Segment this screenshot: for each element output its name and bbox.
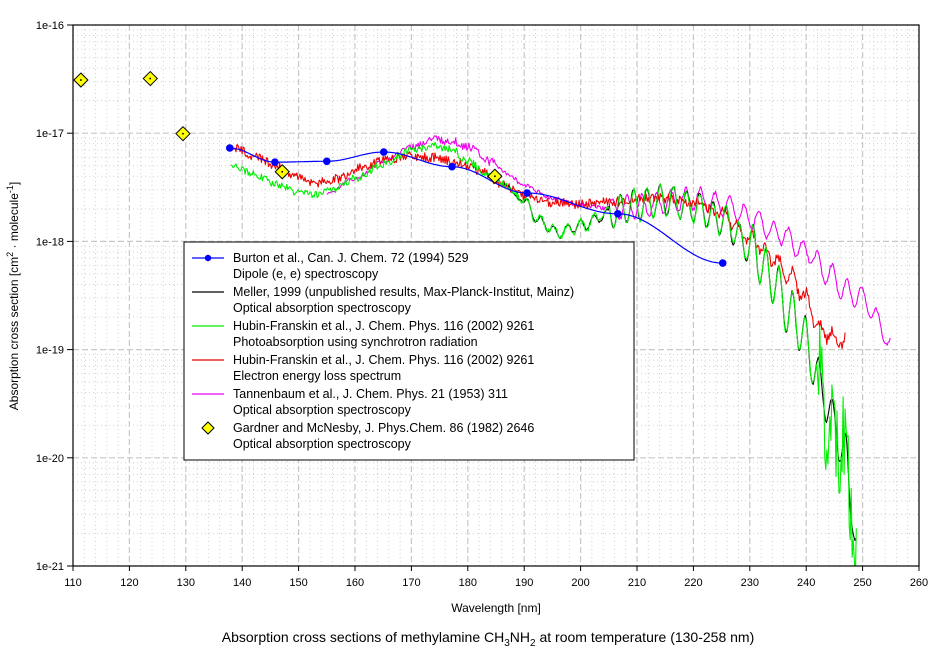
legend-item: Hubin-Franskin et al., J. Chem. Phys. 11…: [192, 353, 534, 383]
data-point-circle: [323, 157, 331, 166]
data-point-center: [149, 77, 152, 80]
data-point-center: [80, 79, 82, 81]
x-tick-label: 200: [571, 577, 589, 589]
legend-box: [183, 241, 635, 461]
legend-marker-circle: [204, 254, 212, 262]
data-point-circle: [718, 259, 727, 267]
legend-label: Tannenbaum et al., J. Chem. Phys. 21 (19…: [233, 387, 508, 401]
x-tick-label: 120: [120, 577, 138, 589]
y-tick-label: 1e-20: [36, 453, 64, 465]
legend-sublabel: Optical absorption spectroscopy: [233, 403, 412, 417]
data-point-center: [494, 175, 496, 178]
legend-marker-diamond: [201, 421, 215, 435]
x-tick-label: 190: [515, 577, 533, 589]
data-point-circle: [523, 189, 531, 197]
y-axis: 1e-16 1e-17 1e-18 1e-19 1e-20 1e-21: [36, 20, 73, 573]
x-axis-label: Wavelength [nm]: [451, 601, 541, 615]
x-tick-label: 260: [910, 577, 928, 589]
legend-item: Hubin-Franskin et al., J. Chem. Phys. 11…: [192, 319, 534, 349]
legend-sublabel: Photoabsorption using synchrotron radiat…: [233, 335, 478, 349]
x-tick-label: 170: [402, 577, 420, 589]
chart-title: Absorption cross sections of methylamine…: [222, 629, 754, 649]
x-tick-label: 230: [741, 577, 759, 589]
x-tick-label: 180: [459, 577, 477, 589]
y-tick-label: 1e-21: [36, 561, 64, 573]
legend-item: Gardner and McNesby, J. Phys.Chem. 86 (1…: [201, 421, 534, 451]
y-tick-label: 1e-19: [36, 345, 64, 357]
series-line: [229, 147, 722, 264]
legend-sublabel: Electron energy loss spectrum: [233, 369, 401, 383]
legend-sublabel: Optical absorption spectroscopy: [233, 301, 412, 315]
x-tick-label: 130: [177, 577, 195, 589]
legend-label: Burton et al., Can. J. Chem. 72 (1994) 5…: [233, 251, 469, 265]
data-point-center: [182, 132, 184, 135]
series-line: [230, 141, 857, 566]
plot-frame: [72, 24, 920, 567]
data-point-circle: [614, 209, 622, 218]
series-0: [225, 144, 727, 267]
legend-item: Burton et al., Can. J. Chem. 72 (1994) 5…: [192, 251, 469, 281]
y-tick-label: 1e-16: [36, 20, 64, 32]
x-tick-label: 240: [797, 577, 815, 589]
series-2: [230, 141, 857, 566]
y-tick-label: 1e-18: [36, 236, 64, 248]
legend-label: Meller, 1999 (unpublished results, Max-P…: [233, 285, 574, 299]
x-tick-label: 140: [233, 577, 251, 589]
legend: Burton et al., Can. J. Chem. 72 (1994) 5…: [183, 241, 635, 461]
y-axis-label: Absorption cross section [cm2 · molecule…: [5, 182, 21, 410]
series-layer: [73, 70, 891, 566]
x-tick-label: 160: [346, 577, 364, 589]
series-5: [73, 70, 503, 184]
data-point-circle: [225, 144, 234, 152]
x-tick-label: 150: [289, 577, 307, 589]
x-tick-label: 110: [64, 577, 82, 589]
x-tick-label: 210: [628, 577, 646, 589]
legend-sublabel: Dipole (e, e) spectroscopy: [233, 267, 379, 281]
legend-item: Meller, 1999 (unpublished results, Max-P…: [192, 285, 574, 315]
data-point-circle: [379, 148, 388, 156]
x-tick-label: 250: [853, 577, 871, 589]
legend-label: Gardner and McNesby, J. Phys.Chem. 86 (1…: [233, 421, 534, 435]
data-point-circle: [271, 158, 279, 166]
legend-item: Tannenbaum et al., J. Chem. Phys. 21 (19…: [192, 387, 508, 417]
x-tick-label: 220: [684, 577, 702, 589]
data-point-circle: [448, 162, 456, 171]
legend-label: Hubin-Franskin et al., J. Chem. Phys. 11…: [233, 319, 534, 333]
y-tick-label: 1e-17: [36, 128, 64, 140]
x-axis: 110 120 130 140 150 160 170 180 190 200 210 220 230 2…: [64, 566, 928, 589]
legend-label: Hubin-Franskin et al., J. Chem. Phys. 11…: [233, 353, 534, 367]
data-point-center: [281, 170, 284, 173]
legend-sublabel: Optical absorption spectroscopy: [233, 437, 412, 451]
